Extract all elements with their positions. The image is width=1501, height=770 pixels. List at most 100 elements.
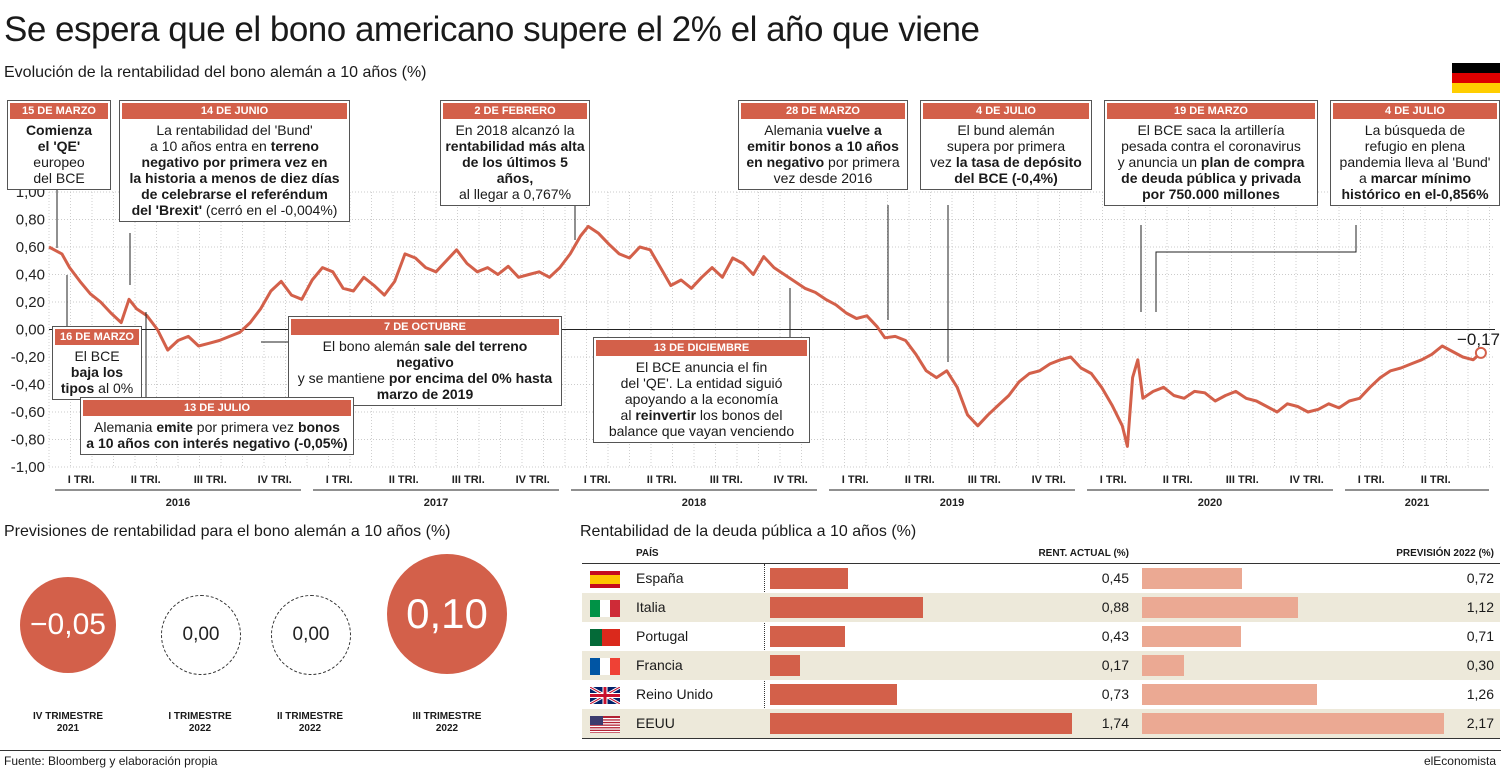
country-name: EEUU	[636, 715, 675, 731]
quarter-tick-label: IV TRI.	[1290, 474, 1324, 486]
quarter-tick-label: III TRI.	[710, 474, 743, 486]
col-header-forecast: PREVISIÓN 2022 (%)	[1396, 548, 1494, 559]
x-axis-band	[49, 468, 1495, 490]
annotation-date: 13 DE JULIO	[83, 400, 351, 416]
quarter-tick-label: II TRI.	[1163, 474, 1193, 486]
annotation-date: 28 DE MARZO	[741, 103, 905, 119]
current-yield-bar	[770, 626, 845, 647]
debt-table-title: Rentabilidad de la deuda pública a 10 añ…	[580, 523, 917, 540]
quarter-tick-label: III TRI.	[194, 474, 227, 486]
y-tick-label: 0,20	[16, 294, 45, 311]
quarter-tick-label: I TRI.	[326, 474, 353, 486]
quarter-tick-label: III TRI.	[1226, 474, 1259, 486]
y-tick-label: -0,20	[11, 349, 45, 366]
quarter-tick-label: I TRI.	[68, 474, 95, 486]
annotation-date: 4 DE JULIO	[1333, 103, 1497, 119]
forecast-yield-value: 0,72	[1466, 570, 1494, 586]
table-row: Portugal 0,43 0,71	[582, 622, 1500, 651]
annotation-dec-2018: 13 DE DICIEMBRE El BCE anuncia el fin del…	[593, 337, 810, 443]
current-yield-bar	[770, 568, 848, 589]
table-row: Francia 0,17 0,30	[582, 651, 1500, 680]
year-label: 2017	[424, 497, 448, 509]
y-tick-label: -0,40	[11, 377, 45, 394]
annotation-oct-2016: 7 DE OCTUBRE El bono alemán sale del ter…	[288, 316, 562, 406]
year-band	[49, 490, 307, 512]
quarter-tick-label: II TRI.	[1421, 474, 1451, 486]
table-bottom-line	[582, 738, 1500, 739]
year-label: 2018	[682, 497, 706, 509]
current-yield-bar	[770, 684, 897, 705]
year-band	[307, 490, 565, 512]
annotation-text: Alemania emite por primera vez bonos a 10…	[86, 419, 348, 451]
col-header-country: PAÍS	[636, 548, 659, 559]
country-name: Portugal	[636, 628, 689, 644]
col-header-current: RENT. ACTUAL (%)	[1038, 548, 1129, 559]
table-row: Italia 0,88 1,12	[582, 593, 1500, 622]
forecast-label: III TRIMESTRE 2022	[412, 711, 482, 734]
year-label: 2016	[166, 497, 190, 509]
annotation-date: 4 DE JULIO	[923, 103, 1089, 119]
annotation-text: El bund alemán supera por primera vez la t…	[930, 122, 1082, 186]
forecast-yield-bar	[1142, 626, 1241, 647]
page-title: Se espera que el bono americano supere e…	[4, 10, 980, 49]
y-tick-label: -0,60	[11, 404, 45, 421]
current-yield-bar	[770, 597, 923, 618]
quarter-tick-label: III TRI.	[968, 474, 1001, 486]
chart-subtitle: Evolución de la rentabilidad del bono al…	[4, 64, 427, 81]
italy-flag-icon	[590, 600, 620, 617]
annotation-date: 13 DE DICIEMBRE	[596, 340, 807, 356]
current-yield-value: 1,74	[1101, 715, 1129, 731]
country-name: Italia	[636, 599, 666, 615]
quarter-tick-label: II TRI.	[389, 474, 419, 486]
current-yield-value: 0,45	[1101, 570, 1129, 586]
annotation-date: 16 DE MARZO	[55, 329, 139, 345]
annotation-text: Comienza el 'QE' europeo del BCE	[25, 122, 93, 186]
table-row: Reino Unido 0,73 1,26	[582, 680, 1500, 709]
forecast-label: IV TRIMESTRE 2021	[32, 711, 103, 734]
annotation-date: 2 DE FEBRERO	[443, 103, 587, 119]
annotation-feb-2018: 2 DE FEBRERO En 2018 alcanzó la rentabili…	[440, 100, 590, 206]
annotation-pointer	[1155, 225, 1357, 312]
y-tick-label: 0,80	[16, 212, 45, 229]
forecast-label: I TRIMESTRE 2022	[168, 711, 232, 734]
forecast-yield-bar	[1142, 655, 1184, 676]
forecast-yield-value: 1,26	[1466, 686, 1494, 702]
y-tick-label: 0,40	[16, 267, 45, 284]
quarter-tick-label: IV TRI.	[1032, 474, 1066, 486]
annotation-date: 15 DE MARZO	[10, 103, 108, 119]
usa-flag-icon	[590, 716, 620, 733]
year-label: 2020	[1198, 497, 1222, 509]
y-tick-label: 0,00	[16, 322, 45, 339]
table-row: España 0,45 0,72	[582, 564, 1500, 593]
annotation-rate-cut: 16 DE MARZO El BCE baja los tipos al 0%	[52, 326, 142, 400]
quarter-tick-label: I TRI.	[842, 474, 869, 486]
quarter-tick-label: III TRI.	[452, 474, 485, 486]
quarter-tick-label: II TRI.	[647, 474, 677, 486]
forecast-yield-value: 0,71	[1466, 628, 1494, 644]
year-label: 2021	[1405, 497, 1429, 509]
forecast-yield-value: 2,17	[1466, 715, 1494, 731]
current-yield-value: 0,17	[1101, 657, 1129, 673]
current-yield-value: 0,43	[1101, 628, 1129, 644]
forecast-title: Previsiones de rentabilidad para el bono…	[4, 523, 451, 540]
forecast-yield-value: 0,30	[1466, 657, 1494, 673]
annotation-date: 19 DE MARZO	[1107, 103, 1315, 119]
quarter-tick-label: IV TRI.	[258, 474, 292, 486]
forecast-circle: 0,10	[387, 554, 507, 674]
brand-logo: elEconomista	[1423, 754, 1496, 768]
forecast-label: II TRIMESTRE 2022	[276, 711, 344, 734]
country-name: Francia	[636, 657, 683, 673]
annotation-qe-start: 15 DE MARZO Comienza el 'QE' europeo del B…	[7, 100, 111, 190]
country-name: Reino Unido	[636, 686, 714, 702]
annotation-text: El BCE baja los tipos al 0%	[60, 348, 134, 396]
quarter-tick-label: II TRI.	[905, 474, 935, 486]
forecast-circle: −0,05	[20, 577, 116, 673]
annotation-jul-2016: 13 DE JULIO Alemania emite por primera v…	[80, 397, 354, 455]
quarter-tick-label: II TRI.	[131, 474, 161, 486]
year-band	[1081, 490, 1339, 512]
france-flag-icon	[590, 658, 620, 675]
germany-flag-icon	[1452, 63, 1500, 93]
year-label: 2019	[940, 497, 964, 509]
quarter-tick-label: I TRI.	[1358, 474, 1385, 486]
year-band	[823, 490, 1081, 512]
